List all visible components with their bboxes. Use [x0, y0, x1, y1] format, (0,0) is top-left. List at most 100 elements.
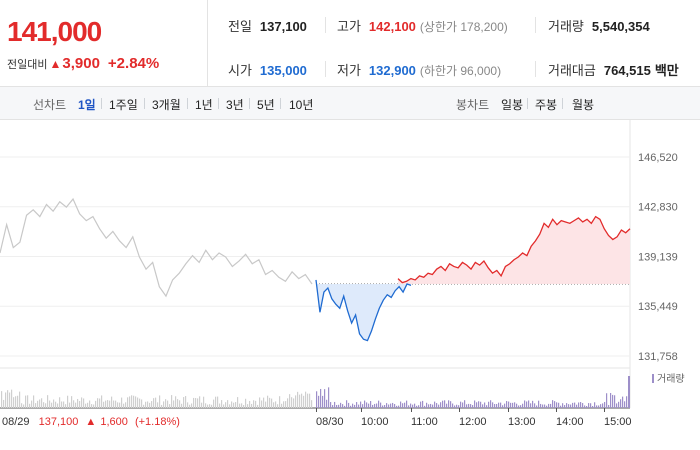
- down-area-fill: [316, 283, 411, 341]
- volume-bar: [490, 400, 492, 408]
- volume-bar: [255, 400, 257, 408]
- low-label: 저가: [337, 63, 361, 78]
- tab-3m[interactable]: 3개월: [152, 98, 181, 112]
- volume-bar: [71, 396, 73, 408]
- volume-bar: [47, 395, 49, 408]
- volume-bar: [420, 401, 422, 408]
- volume-bar: [181, 403, 183, 408]
- volume-bar: [227, 400, 229, 408]
- volume-bar: [53, 399, 55, 408]
- volume-bar: [536, 405, 538, 408]
- volume-bar: [486, 405, 488, 408]
- volume-bar: [165, 399, 167, 408]
- volume-bar: [488, 401, 490, 408]
- volume-bar: [257, 404, 259, 408]
- y-tick-label: 139,139: [638, 252, 678, 264]
- tab-5y[interactable]: 5년: [257, 98, 275, 112]
- divider: [535, 61, 536, 77]
- prev-day-up-icon: ▲: [85, 416, 96, 428]
- volume-bar: [428, 404, 430, 408]
- volume-bar: [245, 398, 247, 408]
- volume-bar: [614, 395, 616, 408]
- volume-bar: [203, 396, 205, 408]
- tab-1d[interactable]: 1일: [78, 98, 96, 112]
- tab-1w[interactable]: 1주일: [109, 98, 138, 112]
- volume-bar: [460, 401, 462, 408]
- volume-bar: [622, 396, 624, 408]
- volume-bar: [195, 398, 197, 408]
- low-value: 132,900: [368, 63, 416, 78]
- volume-bar: [173, 400, 175, 408]
- volume-bar: [133, 395, 135, 408]
- tab-1y[interactable]: 1년: [195, 98, 213, 112]
- volume-bar: [412, 404, 414, 408]
- volume-bar: [432, 404, 434, 408]
- volume-bar: [474, 400, 476, 408]
- volume-bar: [444, 400, 446, 408]
- tab-3y[interactable]: 3년: [226, 98, 244, 112]
- price-chart[interactable]: 146,520 142,830 139,139 135,449 131,758 08/3…: [0, 120, 700, 450]
- volume-bar: [311, 400, 313, 408]
- volume-bar: [309, 393, 311, 408]
- volume-bar: [5, 392, 7, 408]
- volume-bar: [231, 401, 233, 408]
- volume-bar: [235, 402, 237, 408]
- volume-bar: [574, 402, 576, 408]
- volume-bar: [167, 400, 169, 408]
- volume-bar: [39, 399, 41, 408]
- prev-day-change: 1,600: [100, 416, 128, 428]
- volume-bar: [107, 400, 109, 408]
- volume-bar: [139, 398, 141, 408]
- volume-bar: [454, 405, 456, 408]
- open-stat: 시가 135,000: [228, 60, 307, 79]
- volume-bar: [299, 394, 301, 408]
- volume-bar: [307, 393, 309, 408]
- volume-bar: [301, 393, 303, 408]
- tab-weekly[interactable]: 주봉: [535, 98, 558, 112]
- volume-bar: [340, 402, 342, 408]
- volume-bar: [324, 389, 326, 408]
- low-stat: 저가 132,900 (하한가 96,000): [337, 60, 501, 79]
- divider: [325, 61, 326, 77]
- volume-bar: [7, 390, 9, 408]
- volume-bar: [580, 402, 582, 408]
- volume-bar: [179, 400, 181, 408]
- volume-bar: [402, 403, 404, 408]
- prev-close-label: 전일: [228, 19, 252, 34]
- volume-bar: [105, 400, 107, 408]
- chart-tab-bar: 선차트 1일 1주일 3개월 1년 3년 5년 10년 봉차트 일봉 주봉 월봉: [0, 87, 700, 120]
- volume-bar: [219, 403, 221, 408]
- volume-bar: [590, 403, 592, 408]
- volume-stat: 거래량 5,540,354: [548, 16, 650, 35]
- volume-bar: [392, 402, 394, 408]
- volume-bar: [267, 395, 269, 408]
- tab-monthly[interactable]: 월봉: [572, 98, 595, 112]
- volume-bar: [320, 388, 322, 408]
- volume-bar: [358, 404, 360, 408]
- volume-bar: [618, 401, 620, 408]
- tab-daily[interactable]: 일봉: [501, 98, 524, 112]
- volume-bar: [362, 404, 364, 408]
- volume-bar: [213, 399, 215, 408]
- amount-unit: 백만: [654, 63, 679, 78]
- volume-bar: [546, 405, 548, 408]
- volume-bar: [350, 405, 352, 408]
- volume-bar: [117, 402, 119, 408]
- volume-bar: [31, 400, 33, 408]
- volume-bar: [243, 404, 245, 408]
- volume-bar: [378, 400, 380, 408]
- tab-divider: [562, 98, 563, 109]
- volume-bar: [508, 401, 510, 408]
- volume-bar: [482, 404, 484, 408]
- volume-bar: [79, 400, 81, 408]
- volume-bar: [119, 402, 121, 408]
- volume-bar: [57, 403, 59, 408]
- volume-bar: [283, 401, 285, 408]
- volume-bar: [600, 404, 602, 408]
- volume-bar: [608, 404, 610, 408]
- x-tick-label: 11:00: [411, 416, 438, 428]
- tab-10y[interactable]: 10년: [289, 98, 314, 112]
- volume-bar: [63, 401, 65, 408]
- open-label: 시가: [228, 63, 252, 78]
- volume-bar: [558, 402, 560, 408]
